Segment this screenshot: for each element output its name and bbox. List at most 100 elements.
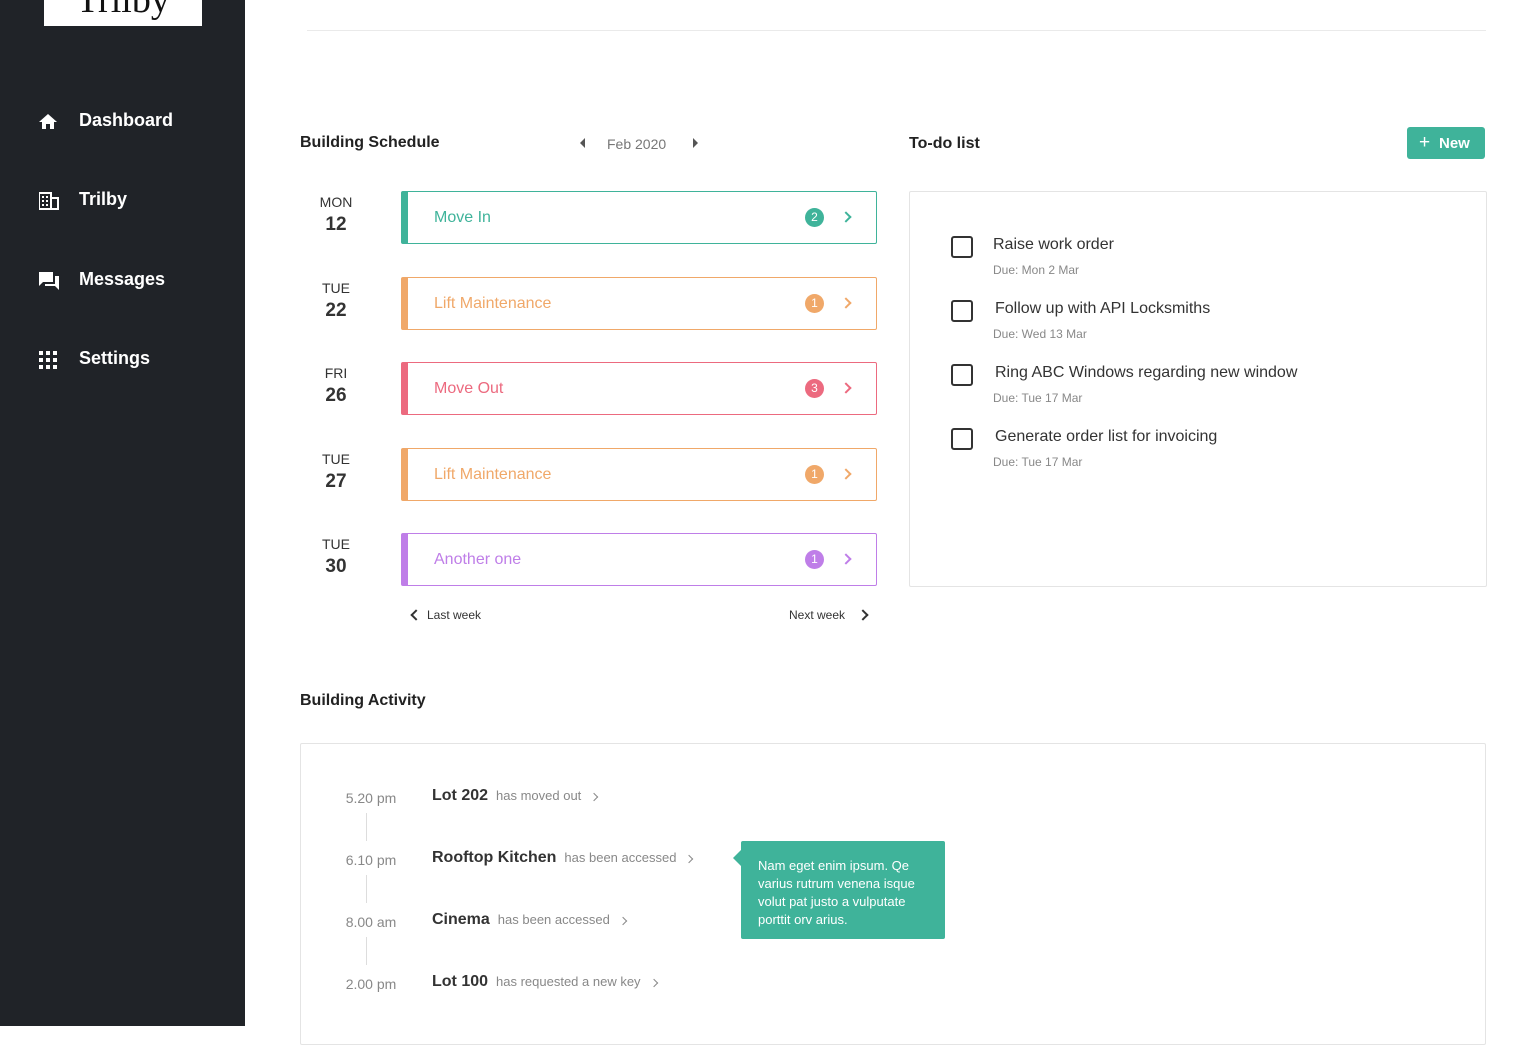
event-day: FRI [324, 365, 348, 381]
nav-item[interactable]: Settings [30, 343, 220, 375]
timeline-line [366, 875, 367, 903]
event-date: 27 [325, 470, 347, 492]
section-title: Building Activity [300, 692, 426, 709]
event-day: TUE [322, 279, 350, 296]
chevron [857, 609, 869, 621]
event-card[interactable]: Another one 1 [401, 533, 877, 586]
checkbox[interactable] [951, 364, 973, 386]
month-label: Feb 2020 [607, 136, 667, 152]
event-count: 2 [805, 208, 824, 227]
todo-due: Due: Tue 17 Mar [993, 455, 1083, 469]
activity-box: 5.20 pm Lot 202 has moved out 6.10 pm Roofto… [300, 743, 1486, 1045]
section-title: To-do list [909, 135, 980, 152]
activity-action: has requested a new key [496, 974, 641, 989]
header-rule [307, 30, 1486, 31]
activity-time: 2.00 pm [345, 976, 397, 992]
chevron [649, 978, 658, 988]
plus-icon: + [1419, 132, 1431, 153]
activity-time: 6.10 pm [345, 852, 397, 868]
activity-subject: Rooftop Kitchen [432, 849, 557, 866]
event-count: 3 [805, 379, 824, 398]
event-chevron [840, 211, 852, 223]
todo-due: Due: Wed 13 Mar [993, 327, 1087, 341]
todo-box: Raise work order Due: Mon 2 Mar Follow up … [909, 191, 1487, 587]
event-count: 1 [805, 293, 824, 313]
timeline-line [366, 813, 367, 841]
chevron [590, 792, 599, 802]
event-label: Another one [434, 551, 522, 568]
logo: Trilby [76, 0, 170, 21]
activity-action: has been accessed [564, 850, 677, 865]
activity-subject: Lot 100 [432, 973, 489, 990]
nav-icon [39, 351, 57, 369]
nav-label: Dashboard [79, 110, 174, 130]
nav-item[interactable]: Trilby [30, 184, 220, 216]
event-label: Lift Maintenance [434, 465, 552, 483]
activity-action: has moved out [496, 788, 582, 803]
new-label: New [1439, 135, 1470, 152]
activity-action: has been accessed [497, 912, 610, 927]
activity-subject: Cinema [432, 911, 490, 928]
event-date: 30 [325, 556, 347, 577]
chevron [685, 854, 694, 864]
event-day: MON [319, 194, 353, 210]
sidebar: Trilby Dashboard Trilby Messages Settings [0, 0, 245, 1026]
last-week-label: Last week [427, 608, 482, 622]
event-chevron [840, 467, 852, 480]
event-date: 22 [325, 299, 347, 321]
timeline-line [366, 937, 367, 965]
chevron [618, 916, 628, 926]
activity-time: 8.00 am [345, 914, 397, 930]
nav-icon [38, 192, 59, 210]
todo-due: Due: Mon 2 Mar [993, 263, 1080, 277]
activity-row[interactable]: Rooftop Kitchen has been accessed [432, 849, 694, 871]
todo-title: Ring ABC Windows regarding new window [995, 364, 1298, 381]
next-week[interactable]: Next week [789, 607, 871, 623]
new-button[interactable]: + New [1407, 127, 1485, 159]
activity-subject: Lot 202 [432, 787, 489, 804]
event-day: TUE [322, 450, 350, 467]
month-prev[interactable] [580, 138, 585, 148]
event-card[interactable]: Lift Maintenance 1 [401, 447, 877, 501]
event-date: 12 [325, 214, 347, 235]
event-label: Lift Maintenance [434, 294, 552, 312]
todo-due: Due: Tue 17 Mar [993, 391, 1083, 405]
tooltip: Nam eget enim ipsum. Qe varius rutrum ve… [733, 841, 945, 939]
todo-title: Follow up with API Locksmiths [995, 300, 1211, 317]
event-label: Move Out [434, 380, 504, 397]
nav-icon [39, 272, 59, 290]
event-label: Move In [434, 209, 491, 226]
logo-box[interactable]: Trilby [44, 0, 202, 26]
event-card[interactable]: Move Out 3 [401, 362, 877, 415]
activity-row[interactable]: Lot 202 has moved out [432, 787, 599, 809]
activity-time: 5.20 pm [345, 790, 397, 806]
event-count: 1 [805, 550, 824, 569]
event-chevron [840, 382, 852, 394]
event-count: 1 [805, 464, 824, 484]
chevron [410, 609, 422, 621]
nav-label: Trilby [79, 189, 128, 209]
next-week-label: Next week [789, 608, 846, 622]
activity-row[interactable]: Lot 100 has requested a new key [432, 973, 658, 995]
event-card[interactable]: Lift Maintenance 1 [401, 276, 877, 330]
event-date: 26 [325, 385, 347, 406]
nav-label: Settings [79, 348, 151, 368]
section-title: Building Schedule [300, 134, 440, 151]
todo-title: Generate order list for invoicing [995, 428, 1218, 445]
checkbox[interactable] [951, 300, 973, 322]
checkbox[interactable] [951, 236, 973, 258]
tooltip-arrow [733, 850, 741, 866]
checkbox[interactable] [951, 428, 973, 450]
todo-title: Raise work order [993, 236, 1114, 253]
nav-label: Messages [79, 269, 166, 289]
nav-icon [39, 113, 57, 129]
nav-item[interactable]: Dashboard [30, 105, 220, 137]
event-chevron [840, 296, 852, 309]
event-day: TUE [322, 536, 350, 552]
nav-item[interactable]: Messages [30, 264, 220, 296]
activity-row[interactable]: Cinema has been accessed [432, 911, 628, 933]
month-next[interactable] [693, 138, 698, 148]
event-card[interactable]: Move In 2 [401, 191, 877, 244]
event-chevron [840, 553, 852, 565]
